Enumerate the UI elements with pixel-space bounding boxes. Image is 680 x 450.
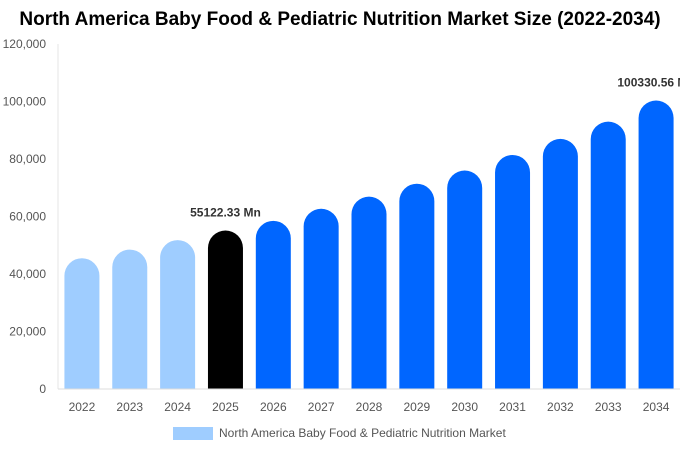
bar-2026[interactable] bbox=[255, 220, 291, 389]
x-tick-label: 2023 bbox=[116, 400, 143, 414]
x-tick-label: 2027 bbox=[308, 400, 335, 414]
data-label: 100330.56 Mn bbox=[617, 76, 680, 90]
x-tick-label: 2028 bbox=[356, 400, 383, 414]
bars-group bbox=[64, 100, 674, 390]
x-tick-label: 2029 bbox=[403, 400, 430, 414]
bar-2023[interactable] bbox=[112, 249, 148, 389]
y-tick-label: 100,000 bbox=[3, 95, 47, 109]
x-tick-label: 2030 bbox=[451, 400, 478, 414]
data-label: 55122.33 Mn bbox=[190, 206, 261, 220]
bar-2033[interactable] bbox=[590, 121, 626, 389]
y-tick-label: 40,000 bbox=[9, 267, 46, 281]
bar-2032[interactable] bbox=[542, 138, 578, 389]
x-tick-label: 2024 bbox=[164, 400, 191, 414]
x-tick-label: 2026 bbox=[260, 400, 287, 414]
bar-2029[interactable] bbox=[399, 183, 435, 389]
bar-2031[interactable] bbox=[495, 154, 531, 389]
x-tick-label: 2032 bbox=[547, 400, 574, 414]
x-axis: 2022 2023 2024 2025 2026 2027 2028 2029 2030 2031… bbox=[58, 388, 680, 414]
x-tick-label: 2022 bbox=[69, 400, 96, 414]
y-tick-label: 20,000 bbox=[9, 325, 46, 339]
bar-2030[interactable] bbox=[447, 170, 483, 390]
y-tick-label: 60,000 bbox=[9, 210, 46, 224]
y-tick-label: 0 bbox=[39, 382, 46, 396]
bar-2028[interactable] bbox=[351, 196, 387, 389]
x-tick-label: 2034 bbox=[643, 400, 670, 414]
bar-2034[interactable] bbox=[638, 100, 674, 390]
x-tick-label: 2033 bbox=[595, 400, 622, 414]
data-labels-group: 55122.33 Mn 100330.56 Mn bbox=[190, 76, 680, 220]
bar-2024[interactable] bbox=[160, 240, 196, 389]
bar-2027[interactable] bbox=[303, 208, 339, 389]
legend-label[interactable]: North America Baby Food & Pediatric Nutr… bbox=[219, 426, 506, 440]
bar-2025[interactable] bbox=[207, 230, 243, 389]
legend-swatch[interactable] bbox=[173, 427, 213, 440]
x-tick-label: 2031 bbox=[499, 400, 526, 414]
chart-title: North America Baby Food & Pediatric Nutr… bbox=[19, 9, 661, 30]
y-tick-label: 120,000 bbox=[3, 37, 47, 51]
legend[interactable]: North America Baby Food & Pediatric Nutr… bbox=[173, 426, 506, 440]
y-tick-label: 80,000 bbox=[9, 152, 46, 166]
x-tick-label: 2025 bbox=[212, 400, 239, 414]
bar-2022[interactable] bbox=[64, 258, 100, 389]
y-axis: 0 20,000 40,000 60,000 80,000 100,000 120,000 bbox=[3, 37, 59, 396]
